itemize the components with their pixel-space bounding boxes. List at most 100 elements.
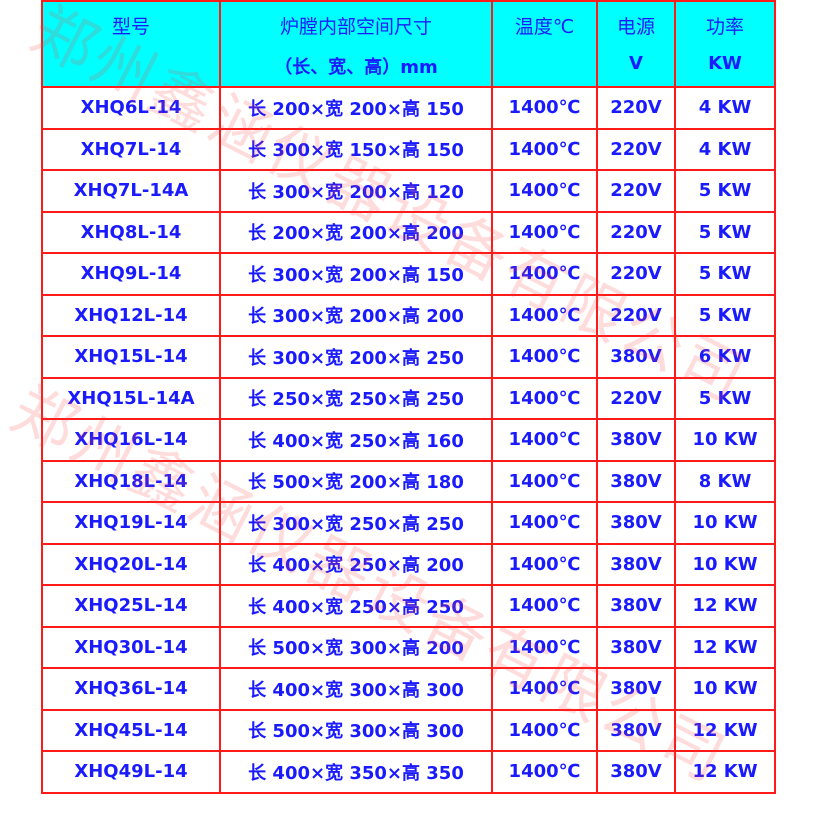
cell-model: XHQ7L-14: [41, 127, 221, 171]
cell-power: 12 KW: [674, 625, 776, 669]
cell-model: XHQ15L-14A: [41, 376, 221, 420]
cell-size: 长 400×宽 250×高 250: [219, 584, 493, 628]
cell-size: 长 200×宽 200×高 200: [219, 210, 493, 254]
table-row: XHQ15L-14A 长 250×宽 250×高 250 1400℃ 220V 5 KW: [41, 376, 776, 420]
cell-voltage: 380V: [596, 418, 676, 462]
cell-voltage: 380V: [596, 750, 676, 794]
cell-temp: 1400℃: [491, 335, 598, 379]
table-row: XHQ15L-14 长 300×宽 200×高 250 1400℃ 380V 6 KW: [41, 335, 776, 379]
cell-voltage: 220V: [596, 127, 676, 171]
header-power: 功率 KW: [674, 0, 776, 88]
cell-size: 长 400×宽 300×高 300: [219, 667, 493, 711]
cell-power: 5 KW: [674, 376, 776, 420]
cell-voltage: 220V: [596, 169, 676, 213]
cell-model: XHQ19L-14: [41, 501, 221, 545]
cell-power: 8 KW: [674, 459, 776, 503]
cell-model: XHQ7L-14A: [41, 169, 221, 213]
cell-voltage: 380V: [596, 667, 676, 711]
cell-size: 长 400×宽 250×高 200: [219, 542, 493, 586]
header-row: 型号 炉膛内部空间尺寸 （长、宽、高）mm 温度℃ 电源 V 功率 KW: [41, 0, 776, 88]
table-row: XHQ18L-14 长 500×宽 200×高 180 1400℃ 380V 8 KW: [41, 459, 776, 503]
cell-power: 10 KW: [674, 667, 776, 711]
cell-temp: 1400℃: [491, 708, 598, 752]
cell-size: 长 300×宽 200×高 250: [219, 335, 493, 379]
cell-size: 长 500×宽 300×高 300: [219, 708, 493, 752]
cell-model: XHQ18L-14: [41, 459, 221, 503]
cell-voltage: 220V: [596, 376, 676, 420]
cell-temp: 1400℃: [491, 252, 598, 296]
cell-size: 长 300×宽 150×高 150: [219, 127, 493, 171]
cell-temp: 1400℃: [491, 127, 598, 171]
cell-temp: 1400℃: [491, 169, 598, 213]
table-row: XHQ16L-14 长 400×宽 250×高 160 1400℃ 380V 10 KW: [41, 418, 776, 462]
cell-temp: 1400℃: [491, 667, 598, 711]
table-row: XHQ20L-14 长 400×宽 250×高 200 1400℃ 380V 10 KW: [41, 542, 776, 586]
header-size: 炉膛内部空间尺寸 （长、宽、高）mm: [219, 0, 493, 88]
cell-power: 12 KW: [674, 708, 776, 752]
cell-voltage: 380V: [596, 542, 676, 586]
cell-model: XHQ9L-14: [41, 252, 221, 296]
cell-power: 12 KW: [674, 584, 776, 628]
table-row: XHQ6L-14 长 200×宽 200×高 150 1400℃ 220V 4 KW: [41, 86, 776, 130]
cell-temp: 1400℃: [491, 376, 598, 420]
cell-temp: 1400℃: [491, 501, 598, 545]
cell-temp: 1400℃: [491, 584, 598, 628]
cell-temp: 1400℃: [491, 418, 598, 462]
cell-power: 5 KW: [674, 210, 776, 254]
cell-size: 长 250×宽 250×高 250: [219, 376, 493, 420]
table-row: XHQ19L-14 长 300×宽 250×高 250 1400℃ 380V 10 KW: [41, 501, 776, 545]
cell-voltage: 380V: [596, 584, 676, 628]
cell-model: XHQ16L-14: [41, 418, 221, 462]
table-row: XHQ30L-14 长 500×宽 300×高 200 1400℃ 380V 12 KW: [41, 625, 776, 669]
cell-size: 长 300×宽 200×高 120: [219, 169, 493, 213]
cell-temp: 1400℃: [491, 542, 598, 586]
cell-power: 4 KW: [674, 86, 776, 130]
cell-model: XHQ20L-14: [41, 542, 221, 586]
cell-model: XHQ25L-14: [41, 584, 221, 628]
cell-power: 10 KW: [674, 501, 776, 545]
header-temp: 温度℃: [491, 0, 598, 88]
table-row: XHQ45L-14 长 500×宽 300×高 300 1400℃ 380V 12 KW: [41, 708, 776, 752]
table-row: XHQ49L-14 长 400×宽 350×高 350 1400℃ 380V 12 KW: [41, 750, 776, 794]
cell-voltage: 220V: [596, 86, 676, 130]
cell-voltage: 220V: [596, 210, 676, 254]
cell-voltage: 380V: [596, 708, 676, 752]
cell-power: 4 KW: [674, 127, 776, 171]
cell-model: XHQ6L-14: [41, 86, 221, 130]
cell-temp: 1400℃: [491, 459, 598, 503]
spec-table: 型号 炉膛内部空间尺寸 （长、宽、高）mm 温度℃ 电源 V 功率 KW XHQ6L-…: [41, 0, 776, 794]
cell-model: XHQ8L-14: [41, 210, 221, 254]
cell-power: 10 KW: [674, 418, 776, 462]
cell-size: 长 300×宽 250×高 250: [219, 501, 493, 545]
table-row: XHQ7L-14A 长 300×宽 200×高 120 1400℃ 220V 5 KW: [41, 169, 776, 213]
cell-model: XHQ36L-14: [41, 667, 221, 711]
cell-power: 5 KW: [674, 293, 776, 337]
table-row: XHQ12L-14 长 300×宽 200×高 200 1400℃ 220V 5 KW: [41, 293, 776, 337]
table-row: XHQ9L-14 长 300×宽 200×高 150 1400℃ 220V 5 KW: [41, 252, 776, 296]
table-row: XHQ8L-14 长 200×宽 200×高 200 1400℃ 220V 5 KW: [41, 210, 776, 254]
cell-model: XHQ45L-14: [41, 708, 221, 752]
table-row: XHQ7L-14 长 300×宽 150×高 150 1400℃ 220V 4 KW: [41, 127, 776, 171]
cell-power: 6 KW: [674, 335, 776, 379]
cell-size: 长 500×宽 300×高 200: [219, 625, 493, 669]
cell-temp: 1400℃: [491, 750, 598, 794]
cell-voltage: 380V: [596, 335, 676, 379]
cell-size: 长 300×宽 200×高 150: [219, 252, 493, 296]
cell-size: 长 200×宽 200×高 150: [219, 86, 493, 130]
table-row: XHQ36L-14 长 400×宽 300×高 300 1400℃ 380V 10 KW: [41, 667, 776, 711]
cell-voltage: 380V: [596, 459, 676, 503]
cell-model: XHQ12L-14: [41, 293, 221, 337]
cell-temp: 1400℃: [491, 86, 598, 130]
cell-size: 长 400×宽 250×高 160: [219, 418, 493, 462]
cell-model: XHQ49L-14: [41, 750, 221, 794]
cell-temp: 1400℃: [491, 625, 598, 669]
header-voltage: 电源 V: [596, 0, 676, 88]
cell-voltage: 380V: [596, 625, 676, 669]
cell-voltage: 220V: [596, 252, 676, 296]
header-model: 型号: [41, 0, 221, 88]
cell-voltage: 380V: [596, 501, 676, 545]
cell-power: 10 KW: [674, 542, 776, 586]
cell-power: 5 KW: [674, 252, 776, 296]
cell-power: 5 KW: [674, 169, 776, 213]
cell-size: 长 300×宽 200×高 200: [219, 293, 493, 337]
